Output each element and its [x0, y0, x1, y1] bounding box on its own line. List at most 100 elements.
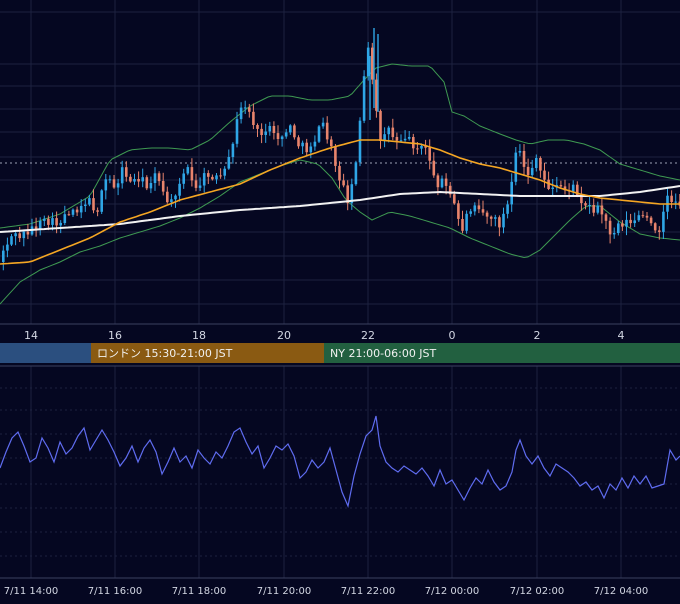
- candle-body: [129, 177, 132, 182]
- candle-body: [404, 139, 407, 141]
- candle-body: [236, 119, 239, 144]
- candle-body: [322, 123, 325, 127]
- main-x-tick-label: 16: [108, 329, 122, 342]
- candle-body: [293, 125, 296, 137]
- candle-body: [363, 76, 366, 121]
- candle-body: [461, 219, 464, 231]
- candle-body: [527, 167, 530, 175]
- candle-body: [342, 180, 345, 185]
- candle-body: [109, 179, 112, 180]
- candle-body: [211, 177, 214, 179]
- candle-body: [92, 198, 95, 210]
- candle-body: [187, 167, 190, 173]
- candle-body: [289, 125, 292, 132]
- candle-body: [400, 140, 403, 141]
- candle-body: [178, 184, 181, 196]
- candle-body: [215, 175, 218, 179]
- candle-body: [64, 214, 67, 223]
- candle-body: [474, 205, 477, 211]
- main-x-tick-label: 4: [618, 329, 625, 342]
- candle-body: [601, 206, 604, 215]
- candle-body: [523, 151, 526, 167]
- candle-body: [490, 217, 493, 219]
- candle-body: [23, 232, 26, 239]
- candle-body: [371, 48, 374, 80]
- candle-body: [445, 179, 448, 186]
- session-label: ロンドン 15:30-21:00 JST: [97, 347, 233, 360]
- candle-body: [605, 214, 608, 220]
- candle-body: [314, 142, 317, 147]
- candle-body: [584, 203, 587, 205]
- candle-body: [269, 126, 272, 131]
- main-x-tick-label: 18: [192, 329, 206, 342]
- candle-body: [613, 233, 616, 234]
- candle-body: [453, 194, 456, 203]
- candle-body: [392, 128, 395, 138]
- candle-body: [10, 236, 13, 244]
- candle-body: [457, 203, 460, 219]
- main-x-tick-label: 2: [534, 329, 541, 342]
- candle-body: [387, 128, 390, 135]
- candle-body: [76, 210, 79, 213]
- candle-body: [318, 126, 321, 141]
- candle-body: [543, 171, 546, 180]
- candle-body: [285, 132, 288, 136]
- session-band: [0, 343, 91, 363]
- candle-body: [502, 214, 505, 228]
- candle-body: [494, 217, 497, 219]
- candle-body: [408, 137, 411, 139]
- candle-body: [592, 205, 595, 213]
- candle-body: [43, 219, 46, 221]
- candle-body: [199, 186, 202, 188]
- candle-body: [2, 251, 5, 262]
- candle-body: [84, 205, 87, 206]
- candle-body: [207, 173, 210, 177]
- candle-body: [478, 205, 481, 209]
- candle-body: [219, 175, 222, 176]
- candle-body: [100, 190, 103, 211]
- candle-body: [486, 213, 489, 217]
- candle-body: [223, 169, 226, 176]
- candle-body: [642, 215, 645, 216]
- candle-body: [27, 232, 30, 235]
- candle-body: [301, 143, 304, 147]
- time-tick-label: 7/12 04:00: [594, 586, 648, 597]
- candle-body: [203, 173, 206, 185]
- candle-body: [166, 192, 169, 203]
- candle-body: [416, 148, 419, 149]
- candle-body: [441, 179, 444, 188]
- candle-body: [281, 137, 284, 140]
- candle-body: [326, 123, 329, 140]
- candle-body: [465, 214, 468, 231]
- candle-body: [367, 48, 370, 77]
- candle-body: [14, 233, 17, 236]
- candle-body: [638, 215, 641, 220]
- time-tick-label: 7/11 22:00: [341, 586, 395, 597]
- session-label: NY 21:00-06:00 JST: [330, 347, 437, 360]
- candle-body: [428, 148, 431, 161]
- candle-body: [650, 218, 653, 224]
- candle-body: [244, 107, 247, 108]
- time-tick-label: 7/11 20:00: [257, 586, 311, 597]
- candle-body: [273, 126, 276, 133]
- candle-body: [191, 167, 194, 180]
- candle-body: [334, 146, 337, 166]
- candle-body: [170, 199, 173, 202]
- candle-body: [59, 223, 62, 226]
- candle-body: [670, 196, 673, 202]
- candle-body: [248, 107, 251, 111]
- candle-body: [531, 168, 534, 175]
- time-tick-label: 7/11 14:00: [4, 586, 58, 597]
- candle-body: [174, 196, 177, 200]
- candle-body: [482, 209, 485, 212]
- candle-body: [137, 179, 140, 182]
- candle-body: [498, 217, 501, 227]
- main-x-tick-label: 14: [24, 329, 38, 342]
- candle-body: [629, 220, 632, 223]
- candle-body: [121, 167, 124, 183]
- candle-body: [6, 245, 9, 251]
- candle-body: [597, 206, 600, 213]
